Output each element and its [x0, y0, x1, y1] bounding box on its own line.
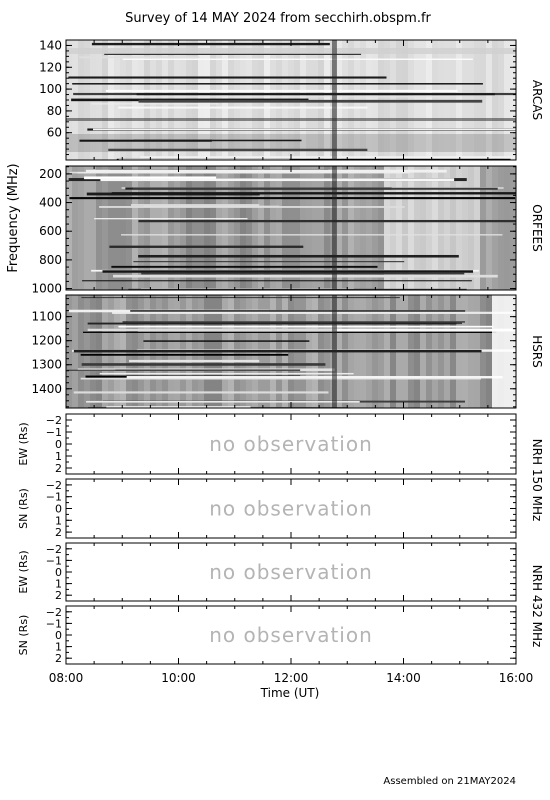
y-tick-label: 0 — [55, 503, 62, 516]
y-tick-label: 400 — [39, 196, 62, 210]
panel-nrh-150-sn: no observation SN (Rs) 210−1−2 — [17, 478, 517, 539]
panel-right-label: ARCAS — [530, 80, 544, 120]
y-tick-label: 200 — [39, 167, 62, 181]
y-tick-label: 2 — [55, 462, 62, 475]
y-tick-label: 1 — [55, 450, 62, 463]
spectrogram-image — [66, 40, 516, 160]
panel-arcas: 60 80 100 120 140 ARCAS — [39, 38, 544, 161]
y-tick-label: 1000 — [31, 282, 62, 296]
panel-orfees: 200 400 600 800 1000 ORFEES — [31, 165, 544, 296]
no-observation-text: no observation — [209, 432, 373, 456]
panel-y-label: EW (Rs) — [17, 422, 30, 465]
footer-assembled: Assembled on 21MAY2024 — [383, 776, 516, 787]
x-tick-label: 14:00 — [386, 671, 421, 685]
panels: 6080100120140ARCAS2004006008001000ORFEES… — [17, 38, 544, 685]
y-tick-label: 1 — [55, 578, 62, 591]
y-tick-label: 100 — [39, 82, 62, 96]
x-axis-label: Time (UT) — [260, 686, 320, 700]
y-tick-label: −1 — [46, 617, 62, 630]
panel-nrh-432-sn: no observation SN (Rs) 210−1−2 — [17, 605, 517, 665]
y-tick-label: 0 — [55, 629, 62, 642]
y-tick-label: −2 — [46, 479, 62, 492]
x-tick-label: 10:00 — [161, 671, 196, 685]
panel-right-label: HSRS — [530, 335, 544, 368]
y-tick-label: 2 — [55, 589, 62, 602]
panel-nrh-432-ew: no observation EW (Rs) 210−1−2 — [17, 542, 517, 602]
panel-y-label: SN (Rs) — [17, 488, 30, 529]
x-tick-label: 08:00 — [49, 671, 84, 685]
y-tick-label: 1100 — [31, 310, 62, 324]
panel-y-label: EW (Rs) — [17, 550, 30, 593]
figure-title: Survey of 14 MAY 2024 from secchirh.obsp… — [125, 11, 431, 26]
no-observation-text: no observation — [209, 560, 373, 584]
no-observation-text: no observation — [209, 623, 373, 647]
panel-nrh-150-ew: no observation EW (Rs) 210−1−2 — [17, 413, 517, 475]
panel-y-label: SN (Rs) — [17, 615, 30, 656]
y-tick-label: −1 — [46, 426, 62, 439]
spectrogram-image — [66, 166, 516, 290]
y-tick-label: 140 — [39, 38, 62, 52]
y-tick-label: 1 — [55, 514, 62, 527]
y-tick-label: 2 — [55, 652, 62, 665]
panel-right-label: ORFEES — [530, 204, 544, 251]
y-tick-label: −2 — [46, 606, 62, 619]
y-tick-label: 600 — [39, 224, 62, 238]
y-tick-label: 2 — [55, 526, 62, 539]
y-tick-label: 60 — [47, 126, 62, 140]
y-tick-label: −2 — [46, 414, 62, 427]
x-tick-label: 12:00 — [274, 671, 309, 685]
y-tick-label: 0 — [55, 566, 62, 579]
y-tick-label: 1200 — [31, 334, 62, 348]
y-tick-label: 1 — [55, 641, 62, 654]
y-tick-label: 1300 — [31, 358, 62, 372]
right-label-nrh150: NRH 150 MHz — [530, 439, 544, 522]
y-tick-label: 0 — [55, 438, 62, 451]
y-axis-label: Frequency (MHz) — [6, 163, 21, 272]
y-tick-label: 800 — [39, 253, 62, 267]
y-tick-label: −2 — [46, 543, 62, 556]
no-observation-text: no observation — [209, 497, 373, 521]
panel-hsrs: 1100 1200 1300 1400 HSRS — [31, 294, 544, 409]
right-label-nrh432: NRH 432 MHz — [530, 565, 544, 648]
y-tick-label: −1 — [46, 554, 62, 567]
y-tick-label: 80 — [47, 104, 62, 118]
spectrogram-image — [66, 295, 516, 408]
y-tick-label: 120 — [39, 60, 62, 74]
y-tick-label: 1400 — [31, 382, 62, 396]
y-tick-label: −1 — [46, 491, 62, 504]
x-tick-label: 16:00 — [499, 671, 534, 685]
